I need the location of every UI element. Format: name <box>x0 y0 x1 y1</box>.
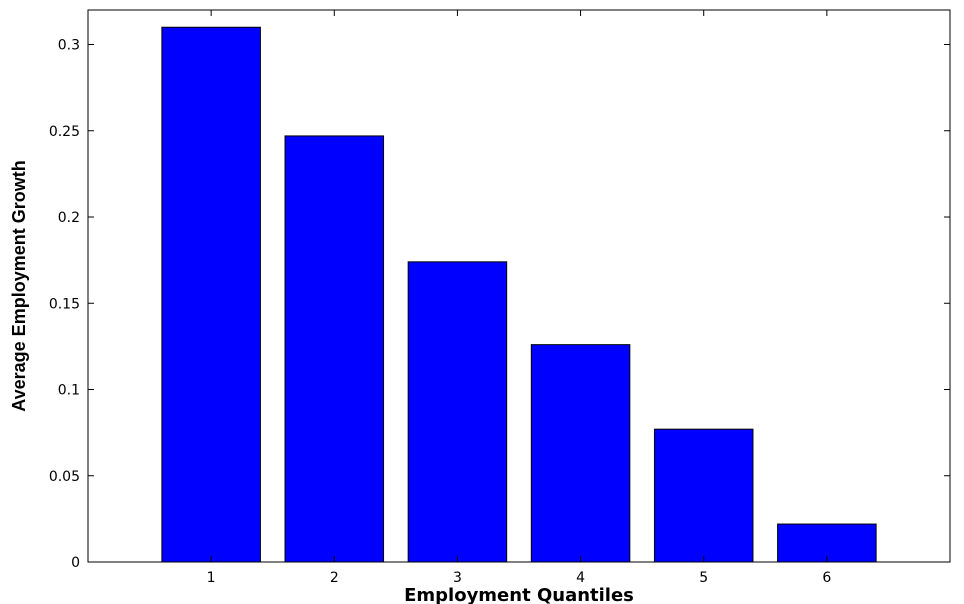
bar-5 <box>653 428 754 563</box>
x-tick-label: 3 <box>453 570 462 586</box>
y-tick-label: 0.05 <box>49 469 80 485</box>
plot-area-frame <box>87 9 951 563</box>
y-tick-label: 0.2 <box>58 210 80 226</box>
y-tick-label: 0.25 <box>49 124 80 140</box>
y-tick-label: 0 <box>71 555 80 571</box>
x-tick-label: 4 <box>576 570 585 586</box>
y-tick-label: 0.3 <box>58 38 80 54</box>
ticks <box>88 10 950 563</box>
x-tick-label: 2 <box>330 570 339 586</box>
y-tick-label: 0.1 <box>58 383 80 399</box>
x-tick-label: 5 <box>699 570 708 586</box>
bars <box>161 26 877 563</box>
bar-1 <box>161 26 261 563</box>
y-tick-labels: 0 0.05 0.1 0.15 0.2 0.25 0.3 <box>49 38 80 572</box>
x-tick-label: 1 <box>207 570 216 586</box>
bar-4 <box>530 344 631 563</box>
x-axis-title: Employment Quantiles <box>404 585 634 604</box>
x-tick-label: 6 <box>822 570 831 586</box>
y-tick-label: 0.15 <box>49 296 80 312</box>
bar-2 <box>284 135 385 563</box>
x-tick-labels: 1 2 3 4 5 6 <box>207 570 832 586</box>
y-axis-title: Average Employment Growth <box>9 160 29 411</box>
bar-3 <box>407 261 508 563</box>
